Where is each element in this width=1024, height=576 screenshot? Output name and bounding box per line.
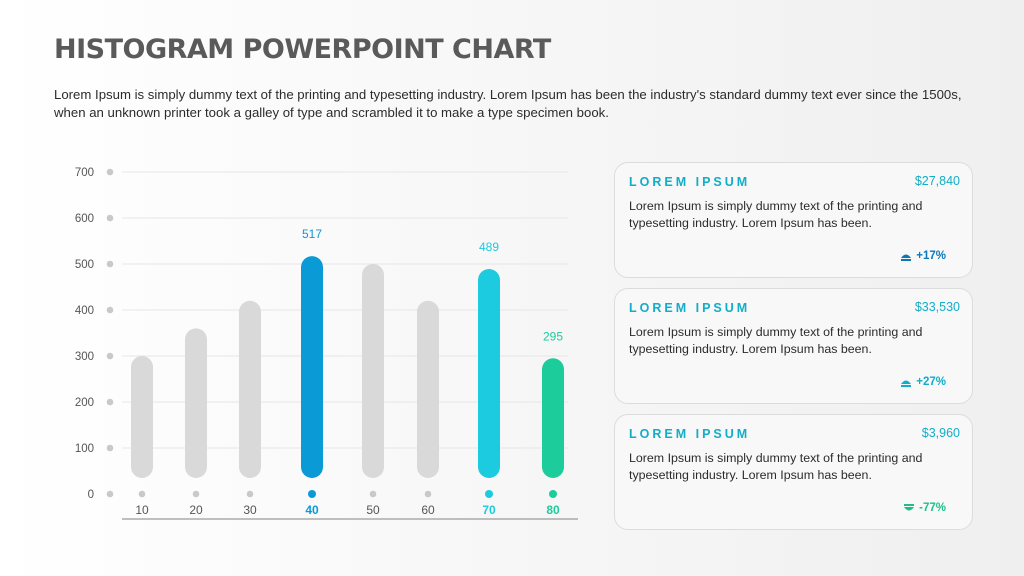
- y-tick-label: 200: [75, 397, 94, 409]
- bar: [478, 269, 500, 478]
- y-tick-label: 300: [75, 351, 94, 363]
- down-arrow-icon: [903, 503, 915, 513]
- y-tick-label: 400: [75, 305, 94, 317]
- x-tick-dot: [549, 490, 557, 498]
- stat-card-1: LOREM IPSUM $27,840 Lorem Ipsum is simpl…: [614, 162, 973, 278]
- y-tick-dot: [106, 398, 114, 406]
- y-tick-dot: [106, 168, 114, 176]
- card-change: +17%: [900, 250, 946, 262]
- page-description: Lorem Ipsum is simply dummy text of the …: [54, 87, 962, 120]
- x-tick-dot: [308, 490, 316, 498]
- x-tick-label: 20: [189, 503, 203, 517]
- card-change-value: -77%: [919, 502, 946, 514]
- card-title: LOREM IPSUM: [629, 175, 751, 189]
- histogram-chart: 0 100 200 300 400 500 600 700 10 20 30 40 517 50 60 70 4…: [75, 167, 578, 520]
- x-tick-dot: [192, 490, 200, 498]
- card-change-value: +17%: [916, 250, 946, 262]
- bar: [185, 328, 207, 478]
- card-amount: $3,960: [921, 426, 960, 440]
- y-tick-label: 500: [75, 259, 94, 271]
- bar: [542, 358, 564, 478]
- y-tick-label: 100: [75, 443, 94, 455]
- card-text: Lorem Ipsum is simply dummy text of the …: [629, 451, 923, 482]
- y-tick-dot: [106, 444, 114, 452]
- x-tick-dot: [138, 490, 146, 498]
- card-amount: $27,840: [914, 174, 960, 188]
- card-change: +27%: [900, 376, 946, 388]
- card-text: Lorem Ipsum is simply dummy text of the …: [629, 199, 923, 230]
- x-tick-label: 80: [546, 503, 560, 517]
- card-text: Lorem Ipsum is simply dummy text of the …: [629, 325, 923, 356]
- x-tick-dot: [424, 490, 432, 498]
- x-tick-label: 30: [243, 503, 257, 517]
- x-tick-label: 50: [366, 503, 380, 517]
- data-label: 517: [302, 227, 322, 241]
- y-tick-dot: [106, 260, 114, 268]
- bar: [362, 264, 384, 478]
- x-tick-label: 10: [135, 503, 149, 517]
- card-amount: $33,530: [914, 300, 960, 314]
- y-tick-dot: [106, 214, 114, 222]
- y-tick-dot: [106, 306, 114, 314]
- bar: [131, 356, 153, 478]
- x-tick-label: 70: [482, 503, 496, 517]
- stat-card-2: LOREM IPSUM $33,530 Lorem Ipsum is simpl…: [614, 288, 973, 404]
- bar: [417, 300, 439, 478]
- up-arrow-icon: [900, 378, 912, 387]
- up-arrow-icon: [900, 252, 912, 261]
- x-tick-dot: [246, 490, 254, 498]
- x-tick-dot: [369, 490, 377, 498]
- x-tick-dot: [485, 490, 493, 498]
- page-title: HISTOGRAM POWERPOINT CHART: [54, 34, 551, 65]
- y-tick-dot: [106, 352, 114, 360]
- y-tick-dot: [106, 490, 114, 498]
- bar: [239, 300, 261, 478]
- x-tick-label: 60: [421, 503, 435, 517]
- card-title: LOREM IPSUM: [629, 301, 751, 315]
- bar: [301, 256, 323, 478]
- x-tick-label: 40: [305, 503, 319, 517]
- data-label: 489: [479, 240, 499, 254]
- data-label: 295: [543, 329, 563, 343]
- card-change-value: +27%: [916, 376, 946, 388]
- y-tick-label: 700: [75, 167, 94, 179]
- card-title: LOREM IPSUM: [629, 427, 751, 441]
- y-tick-label: 0: [88, 489, 94, 501]
- stat-card-3: LOREM IPSUM $3,960 Lorem Ipsum is simply…: [614, 414, 973, 530]
- y-tick-label: 600: [75, 213, 94, 225]
- card-change: -77%: [903, 502, 946, 514]
